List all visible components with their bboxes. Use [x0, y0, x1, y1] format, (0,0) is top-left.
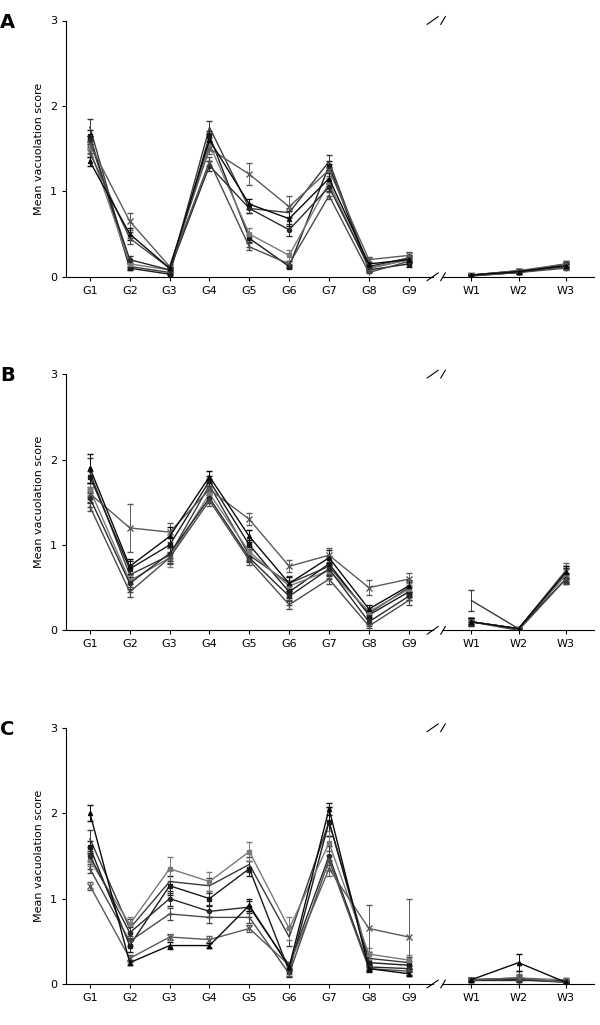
Y-axis label: Mean vacuolation score: Mean vacuolation score	[34, 82, 44, 215]
Text: A: A	[0, 12, 15, 32]
Y-axis label: Mean vacuolation score: Mean vacuolation score	[34, 789, 44, 922]
Text: C: C	[0, 720, 14, 739]
Text: B: B	[0, 367, 15, 385]
Legend: 	[455, 19, 457, 22]
Legend: 	[455, 727, 457, 729]
Y-axis label: Mean vacuolation score: Mean vacuolation score	[34, 436, 44, 569]
Legend: 	[455, 373, 457, 375]
